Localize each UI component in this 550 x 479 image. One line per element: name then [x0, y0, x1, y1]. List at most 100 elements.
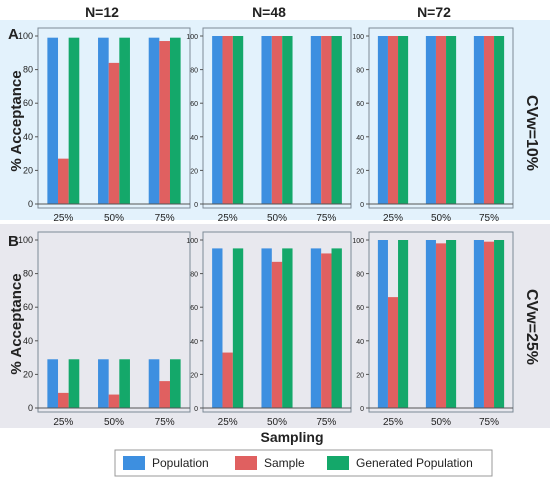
y-tick-label: 20 [190, 372, 198, 379]
bar-generated [282, 248, 293, 408]
bar-population [377, 36, 388, 204]
row-side-label: CVw=10% [523, 95, 540, 171]
y-tick-label: 80 [23, 65, 33, 75]
y-axis-label: % Acceptance [8, 273, 25, 374]
y-tick-label: 20 [356, 168, 364, 175]
panel-frame [37, 27, 191, 209]
chart-panel: 0 20 40 60 80 100 25% 50% 75% [352, 27, 514, 224]
x-tick-label: 25% [218, 417, 238, 428]
bar-sample [483, 241, 495, 408]
bar-generated [68, 359, 80, 408]
y-tick-label: 20 [356, 372, 364, 379]
y-tick-label: 60 [356, 305, 364, 312]
y-tick-label: 40 [190, 339, 198, 346]
bar-population [310, 36, 322, 204]
chart-panel: 0 20 40 60 80 100 25% 50% 75% [18, 231, 191, 428]
bar-sample [108, 62, 120, 204]
y-tick-label: 100 [18, 31, 33, 41]
bar-generated [446, 240, 457, 408]
bar-sample [271, 36, 283, 204]
bar-generated [398, 36, 409, 204]
bar-generated [331, 248, 342, 408]
bar-generated [398, 240, 409, 408]
legend: Population Sample Generated Population [114, 449, 493, 477]
y-tick-label: 0 [360, 406, 364, 413]
legend-swatch-population [123, 456, 145, 470]
legend-label-generated: Generated Population [356, 456, 473, 470]
y-tick-label: 100 [352, 34, 364, 41]
y-tick-label: 40 [190, 135, 198, 142]
panel-frame [37, 231, 191, 413]
chart-panels: 0 20 40 60 80 100 25% 50% 75% 0 20 40 60 80 100 25% 50% 7… [18, 27, 514, 428]
y-tick-label: 100 [186, 238, 198, 245]
bar-population [98, 359, 109, 408]
bar-population [148, 37, 160, 205]
legend-swatch-generated [327, 456, 349, 470]
bar-sample [483, 36, 495, 204]
bar-population [47, 359, 59, 408]
bar-sample [321, 253, 332, 408]
column-title: N=12 [85, 4, 119, 20]
y-tick-label: 40 [23, 336, 33, 346]
x-tick-label: 50% [104, 213, 124, 224]
legend-label-sample: Sample [264, 456, 305, 470]
bar-population [261, 248, 272, 408]
y-tick-label: 100 [18, 235, 33, 245]
bar-population [261, 36, 272, 204]
x-tick-label: 50% [267, 417, 287, 428]
bar-population [212, 36, 223, 204]
y-tick-label: 60 [190, 101, 198, 108]
bar-generated [169, 359, 181, 408]
bar-generated [446, 36, 457, 204]
panel-frame [202, 231, 352, 413]
x-tick-label: 50% [431, 213, 451, 224]
bar-sample [435, 243, 447, 408]
bar-sample [387, 36, 399, 204]
x-axis-label: Sampling [260, 429, 323, 445]
y-axis-label: % Acceptance [8, 70, 25, 171]
bar-population [425, 36, 436, 204]
y-tick-label: 40 [23, 132, 33, 142]
y-tick-label: 40 [356, 135, 364, 142]
y-tick-label: 20 [23, 165, 33, 175]
bar-generated [232, 248, 244, 408]
y-tick-label: 80 [356, 68, 364, 75]
x-tick-label: 75% [479, 213, 499, 224]
y-tick-label: 0 [194, 406, 198, 413]
bar-sample [271, 261, 283, 408]
y-tick-label: 80 [190, 68, 198, 75]
y-tick-label: 0 [28, 403, 33, 413]
bar-sample [321, 36, 332, 204]
x-tick-label: 25% [53, 213, 73, 224]
x-tick-label: 75% [479, 417, 499, 428]
bar-sample [159, 381, 170, 408]
row-label: B [8, 233, 19, 250]
x-tick-label: 25% [218, 213, 238, 224]
column-title: N=48 [252, 4, 286, 20]
chart-panel: 0 20 40 60 80 100 25% 50% 75% [186, 27, 352, 224]
bar-generated [282, 36, 293, 204]
y-tick-label: 0 [360, 202, 364, 209]
y-tick-label: 0 [194, 202, 198, 209]
y-tick-label: 20 [23, 369, 33, 379]
bar-generated [494, 240, 505, 408]
x-tick-label: 25% [383, 213, 403, 224]
row-label: A [8, 26, 19, 43]
bar-sample [387, 297, 399, 408]
y-tick-label: 0 [28, 199, 33, 209]
y-tick-label: 60 [190, 305, 198, 312]
bar-sample [58, 392, 69, 408]
bar-sample [435, 36, 447, 204]
legend-label-population: Population [152, 456, 209, 470]
x-tick-label: 50% [104, 417, 124, 428]
y-tick-label: 60 [23, 98, 33, 108]
x-tick-label: 75% [155, 213, 175, 224]
x-tick-label: 50% [267, 213, 287, 224]
bar-sample [222, 352, 233, 408]
bar-generated [331, 36, 342, 204]
bar-sample [58, 158, 69, 204]
bar-population [425, 240, 436, 408]
bar-population [473, 36, 484, 204]
y-tick-label: 80 [356, 272, 364, 279]
